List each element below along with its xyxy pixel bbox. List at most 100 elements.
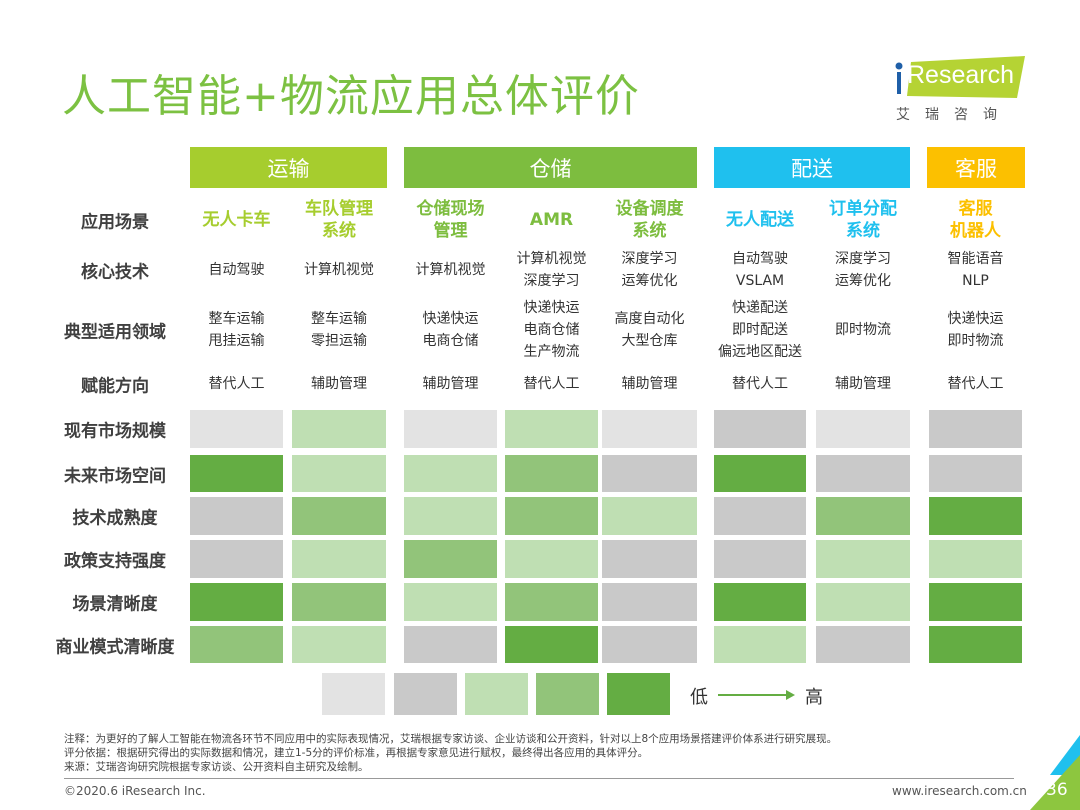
rating-cell <box>714 540 806 578</box>
page-title: 人工智能+物流应用总体评价 <box>62 71 640 122</box>
legend-arrowhead-icon <box>786 690 795 700</box>
logo-wordmark: Research <box>907 61 1014 89</box>
scenario-role: 替代人工 <box>523 376 580 392</box>
rating-cell <box>505 540 598 578</box>
rating-cell <box>404 455 497 492</box>
scenario-name: 设备调度 系统 <box>615 199 684 241</box>
rating-cell <box>714 626 806 663</box>
rating-cell <box>292 583 386 621</box>
rating-cell <box>929 497 1022 535</box>
footer-divider <box>64 778 1014 779</box>
scenario-domain: 快递快运 电商仓储 <box>422 311 479 349</box>
scenario-domain: 快递快运 即时物流 <box>947 311 1004 349</box>
rating-cell <box>929 626 1022 663</box>
rating-cell <box>404 583 497 621</box>
rating-cell <box>505 583 598 621</box>
rating-cell <box>292 540 386 578</box>
scenario-role: 辅助管理 <box>835 376 891 392</box>
rating-cell <box>816 455 910 492</box>
scenario-domain: 快递快运 电商仓储 生产物流 <box>523 300 580 360</box>
rating-cell <box>816 497 910 535</box>
rating-cell <box>190 583 283 621</box>
rating-cell <box>714 410 806 448</box>
note-line: 评分依据：根据研究得出的实际数据和情况，建立1-5分的评价标准，再根据专家意见进… <box>64 747 649 759</box>
row-label: 典型适用领域 <box>64 322 166 343</box>
scenario-name: 车队管理 系统 <box>305 199 373 241</box>
page-corner-decoration <box>1030 735 1080 810</box>
scenario-name: 无人卡车 <box>202 210 271 230</box>
scenario-tech: 自动驾驶 <box>208 262 265 278</box>
rating-cell <box>404 497 497 535</box>
row-label: 政策支持强度 <box>64 551 166 572</box>
rating-cell <box>190 540 283 578</box>
category-header: 运输 <box>190 147 387 188</box>
scenario-tech: 深度学习 运筹优化 <box>835 251 891 289</box>
rating-cell <box>929 540 1022 578</box>
legend-arrow-icon <box>718 694 788 696</box>
website: www.iresearch.com.cn <box>892 784 1027 798</box>
copyright: ©2020.6 iResearch Inc. <box>64 784 206 798</box>
row-label: 现有市场规模 <box>64 421 166 442</box>
rating-cell <box>190 497 283 535</box>
scenario-name: 客服 机器人 <box>950 199 1001 241</box>
rating-cell <box>292 626 386 663</box>
legend-swatch <box>394 673 457 715</box>
scenario-name: AMR <box>529 210 574 230</box>
rating-cell <box>714 583 806 621</box>
rating-cell <box>816 626 910 663</box>
scenario-tech: 智能语音 NLP <box>947 251 1004 289</box>
scenario-name: 仓储现场 管理 <box>416 199 485 241</box>
scenario-role: 替代人工 <box>947 376 1004 392</box>
legend-swatch <box>322 673 385 715</box>
scenario-role: 辅助管理 <box>311 376 367 392</box>
scenario-domain: 整车运输 零担运输 <box>311 311 367 349</box>
row-label: 核心技术 <box>81 262 149 283</box>
scenario-role: 替代人工 <box>208 376 265 392</box>
iresearch-logo <box>895 56 1025 98</box>
scenario-domain: 高度自动化 大型仓库 <box>614 311 685 349</box>
scenario-tech: 深度学习 运筹优化 <box>621 251 678 289</box>
rating-cell <box>292 497 386 535</box>
rating-cell <box>602 410 697 448</box>
scenario-domain: 快递配送 即时配送 偏远地区配送 <box>718 300 802 360</box>
page-number: 36 <box>1046 780 1068 800</box>
legend-high: 高 <box>805 687 823 708</box>
row-label: 未来市场空间 <box>64 466 166 486</box>
rating-cell <box>602 583 697 621</box>
legend-swatch <box>536 673 599 715</box>
rating-cell <box>602 540 697 578</box>
rating-cell <box>816 410 910 448</box>
scenario-role: 辅助管理 <box>422 376 479 392</box>
scenario-name: 无人配送 <box>726 210 794 230</box>
rating-cell <box>816 540 910 578</box>
scenario-tech: 计算机视觉 <box>415 262 486 278</box>
rating-cell <box>505 626 598 663</box>
category-header: 配送 <box>714 147 910 188</box>
legend-swatch <box>607 673 670 715</box>
scenario-role: 替代人工 <box>732 376 788 392</box>
scenario-role: 辅助管理 <box>621 376 678 392</box>
rating-cell <box>292 455 386 492</box>
scenario-tech: 计算机视觉 深度学习 <box>516 251 587 289</box>
rating-cell <box>404 540 497 578</box>
category-header: 仓储 <box>404 147 697 188</box>
rating-cell <box>404 626 497 663</box>
notes: 注释：为更好的了解人工智能在物流各环节不同应用中的实际表现情况，艾瑞根据专家访谈… <box>64 732 837 774</box>
rating-cell <box>602 497 697 535</box>
note-line: 来源：艾瑞咨询研究院根据专家访谈、公开资料自主研究及绘制。 <box>64 761 369 773</box>
rating-cell <box>505 455 598 492</box>
rating-cell <box>190 410 283 448</box>
rating-cell <box>292 410 386 448</box>
row-label: 赋能方向 <box>81 376 149 397</box>
row-label: 场景清晰度 <box>72 594 158 615</box>
rating-cell <box>190 455 283 492</box>
rating-cell <box>505 497 598 535</box>
scenario-domain: 即时物流 <box>835 322 891 338</box>
scenario-tech: 自动驾驶 VSLAM <box>732 251 788 289</box>
row-label: 技术成熟度 <box>72 508 158 529</box>
rating-cell <box>929 583 1022 621</box>
scenario-tech: 计算机视觉 <box>304 262 374 278</box>
scenario-name: 订单分配 系统 <box>829 199 897 241</box>
note-line: 注释：为更好的了解人工智能在物流各环节不同应用中的实际表现情况，艾瑞根据专家访谈… <box>64 733 838 745</box>
rating-cell <box>929 455 1022 492</box>
